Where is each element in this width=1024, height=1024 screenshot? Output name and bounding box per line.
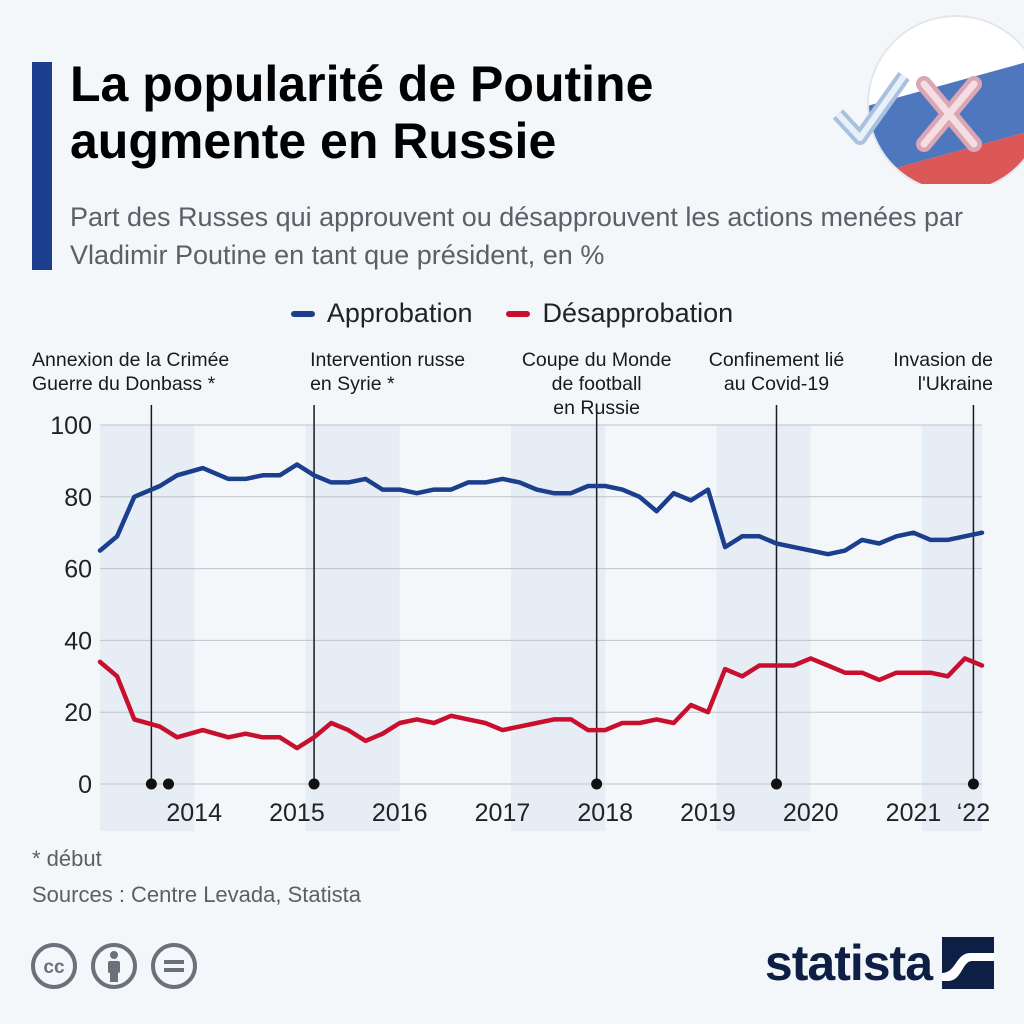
event-label: Guerre du Donbass * [32, 373, 216, 395]
x-tick-label: 2018 [577, 799, 633, 827]
footnote: * début [32, 846, 102, 871]
y-tick-label: 80 [64, 484, 92, 512]
event-dot [308, 778, 320, 790]
y-tick-label: 60 [64, 556, 92, 584]
x-tick-label: 2014 [166, 799, 222, 827]
sources: Sources : Centre Levada, Statista [32, 882, 361, 907]
legend-label-disapproval: Désapprobation [542, 298, 734, 328]
x-tick-label: 2016 [372, 799, 428, 827]
x-tick-label: 2021 [886, 799, 942, 827]
license-icons: cc [30, 942, 198, 990]
y-tick-label: 40 [64, 627, 92, 655]
x-tick-label: 2020 [783, 799, 839, 827]
event-label: Intervention russe [310, 349, 465, 371]
chart-legend: Approbation Désapprobation [0, 298, 1024, 329]
cc-icon[interactable]: cc [30, 942, 78, 990]
x-tick-label: 2019 [680, 799, 736, 827]
x-tick-label: ‘22 [957, 799, 990, 827]
event-label: en Russie [553, 397, 640, 419]
event-label: l'Ukraine [918, 373, 993, 395]
event-dot [967, 778, 979, 790]
by-person-icon[interactable] [90, 942, 138, 990]
statista-logo[interactable]: statista [765, 934, 994, 992]
legend-swatch-disapproval [506, 310, 531, 317]
event-dot [145, 778, 157, 790]
line-chart: 0 20 40 60 80 100 2014 2015 2016 2017 2018 2019 202… [32, 349, 993, 831]
y-tick-label: 100 [50, 412, 92, 440]
event-label: Invasion de [893, 349, 993, 371]
event-dot [770, 778, 782, 790]
y-tick-label: 20 [64, 699, 92, 727]
event-label: Confinement lié [709, 349, 845, 371]
svg-text:cc: cc [43, 957, 65, 978]
chart-title: La popularité de Poutine augmente en Rus… [70, 56, 654, 169]
event-label: Coupe du Monde [522, 349, 672, 371]
statista-mark-icon [942, 937, 994, 989]
event-dot [591, 778, 603, 790]
event-label: en Syrie * [310, 373, 395, 395]
x-tick-label: 2015 [269, 799, 325, 827]
year-band [716, 425, 811, 831]
event-dot [163, 778, 175, 790]
brand-name: statista [764, 935, 933, 991]
check-cross-ballot-icon [832, 15, 1024, 184]
event-label: Annexion de la Crimée [32, 349, 229, 371]
year-band [305, 425, 400, 831]
legend-item-disapproval: Désapprobation [506, 298, 733, 329]
year-band [100, 425, 195, 831]
accent-bar [32, 62, 52, 270]
y-tick-label: 0 [78, 771, 92, 799]
event-label: au Covid-19 [724, 373, 829, 395]
legend-label-approval: Approbation [326, 298, 473, 328]
legend-swatch-approval [290, 310, 315, 317]
nd-equals-icon[interactable] [150, 942, 198, 990]
chart-subtitle: Part des Russes qui approuvent ou désapp… [70, 202, 964, 270]
event-label: de football [552, 373, 642, 395]
legend-item-approval: Approbation [290, 298, 473, 329]
x-tick-label: 2017 [475, 799, 531, 827]
year-band [922, 425, 982, 831]
